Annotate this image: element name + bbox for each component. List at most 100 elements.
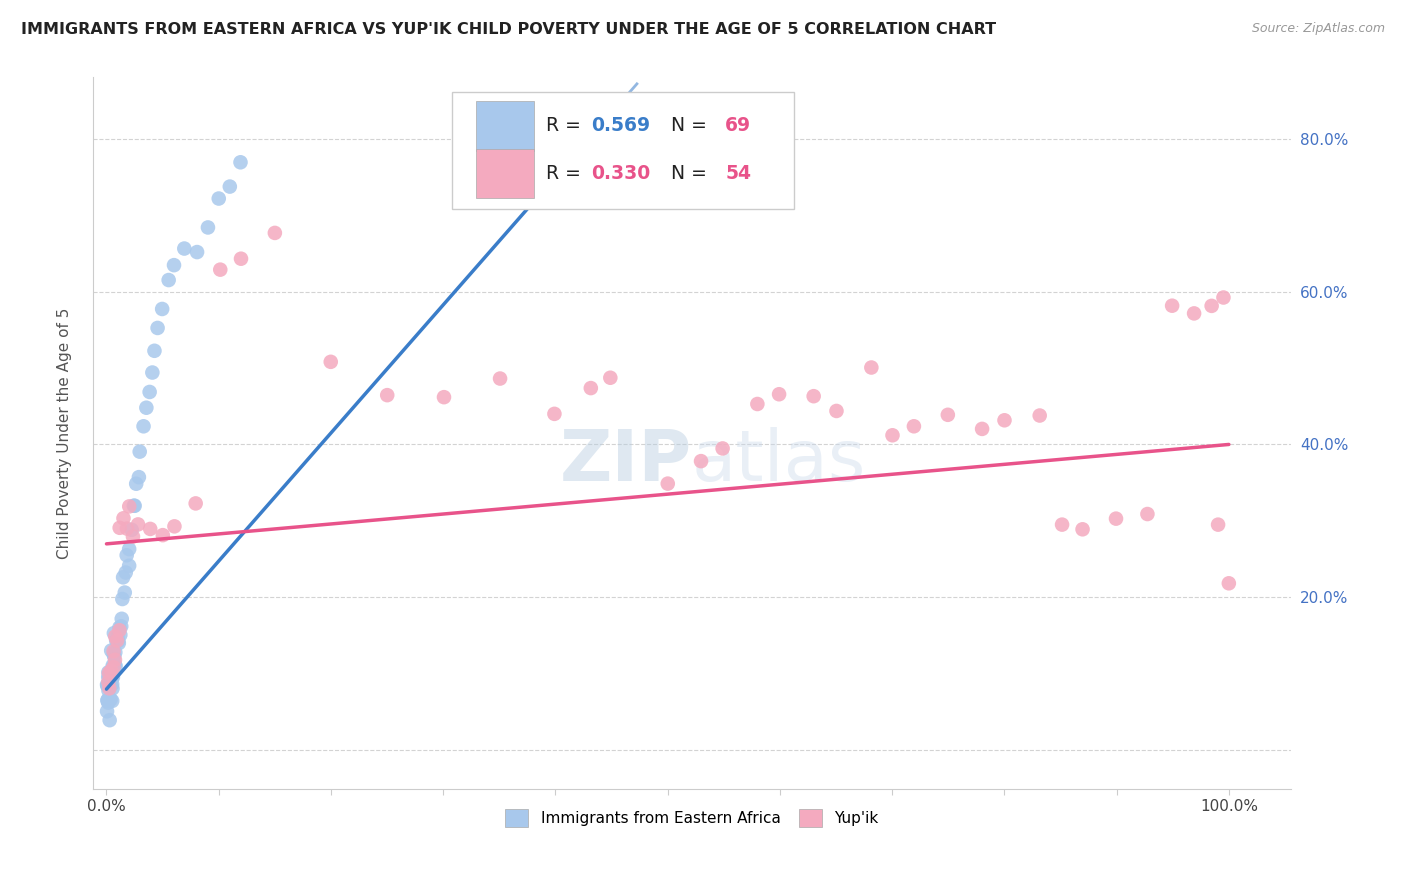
Point xyxy=(163,519,186,533)
Point xyxy=(993,413,1015,427)
Point xyxy=(118,542,141,557)
Point xyxy=(101,670,124,684)
Point xyxy=(103,660,125,674)
Point xyxy=(105,633,128,648)
Point xyxy=(103,649,125,664)
Point xyxy=(173,242,195,256)
Point xyxy=(98,692,121,706)
Point xyxy=(98,672,121,686)
Point xyxy=(579,381,602,395)
Point xyxy=(101,681,124,696)
Point xyxy=(114,566,136,580)
Point xyxy=(112,570,135,584)
Legend: Immigrants from Eastern Africa, Yup'ik: Immigrants from Eastern Africa, Yup'ik xyxy=(498,801,886,834)
Point xyxy=(98,668,121,682)
Text: Source: ZipAtlas.com: Source: ZipAtlas.com xyxy=(1251,22,1385,36)
Point xyxy=(101,677,124,691)
Point xyxy=(218,179,240,194)
Point xyxy=(125,476,148,491)
Point xyxy=(882,428,904,442)
Point xyxy=(107,629,129,643)
FancyBboxPatch shape xyxy=(477,149,534,198)
Point xyxy=(114,585,136,599)
Point xyxy=(121,523,143,537)
Point xyxy=(132,419,155,434)
Point xyxy=(1218,576,1240,591)
Text: R =: R = xyxy=(546,164,586,183)
Point xyxy=(1206,517,1229,532)
Point xyxy=(433,390,456,404)
Point xyxy=(122,529,145,543)
Point xyxy=(97,665,120,680)
Text: R =: R = xyxy=(546,116,586,136)
Point xyxy=(97,696,120,710)
Point xyxy=(101,658,124,673)
Point xyxy=(100,643,122,657)
Point xyxy=(747,397,769,411)
Point xyxy=(319,355,342,369)
Point xyxy=(110,628,132,642)
Point xyxy=(139,522,162,536)
Point xyxy=(936,408,959,422)
Text: 0.330: 0.330 xyxy=(591,164,651,183)
Point xyxy=(1028,409,1050,423)
Point xyxy=(825,404,848,418)
Point xyxy=(97,693,120,707)
Point xyxy=(101,694,124,708)
Point xyxy=(107,634,129,648)
Point xyxy=(768,387,790,401)
Point xyxy=(803,389,825,403)
Point xyxy=(184,496,207,510)
Text: 54: 54 xyxy=(725,164,751,183)
Point xyxy=(903,419,925,434)
Point xyxy=(105,633,128,648)
Point xyxy=(96,704,118,718)
Point xyxy=(97,683,120,698)
Point xyxy=(108,624,131,638)
Point xyxy=(1182,306,1205,320)
Point xyxy=(104,653,127,667)
Point xyxy=(138,384,160,399)
Point xyxy=(141,366,163,380)
Point xyxy=(1071,522,1094,536)
FancyBboxPatch shape xyxy=(477,101,534,151)
Text: N =: N = xyxy=(659,116,713,136)
Point xyxy=(104,645,127,659)
Point xyxy=(1136,507,1159,521)
Point xyxy=(100,672,122,686)
Point xyxy=(103,626,125,640)
Point xyxy=(150,301,173,316)
Y-axis label: Child Poverty Under the Age of 5: Child Poverty Under the Age of 5 xyxy=(58,308,72,558)
Point xyxy=(98,713,121,727)
Point xyxy=(128,444,150,458)
Point xyxy=(1161,299,1184,313)
Point xyxy=(98,681,121,696)
Point xyxy=(115,522,138,536)
Point xyxy=(110,619,132,633)
Point xyxy=(115,549,138,563)
Point xyxy=(163,258,186,272)
Point xyxy=(209,262,232,277)
Point xyxy=(108,521,131,535)
Point xyxy=(135,401,157,415)
Point xyxy=(97,675,120,690)
Point xyxy=(1201,299,1223,313)
Point xyxy=(118,558,141,573)
Point xyxy=(118,500,141,514)
Point xyxy=(104,657,127,672)
Point xyxy=(96,679,118,693)
Point xyxy=(128,470,150,484)
Point xyxy=(101,660,124,674)
Point xyxy=(1050,517,1073,532)
Point xyxy=(101,662,124,676)
Point xyxy=(98,675,121,690)
Point xyxy=(124,499,146,513)
Point xyxy=(112,511,135,525)
Point xyxy=(186,245,208,260)
Point xyxy=(690,454,713,468)
Point xyxy=(143,343,166,358)
Point xyxy=(711,442,734,456)
Point xyxy=(103,648,125,662)
Point xyxy=(860,360,883,375)
Point xyxy=(104,629,127,643)
